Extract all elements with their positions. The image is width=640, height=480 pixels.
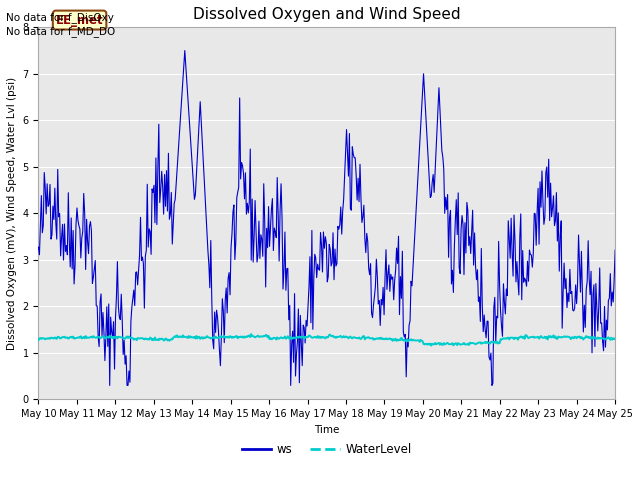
Text: EE_met: EE_met — [56, 13, 104, 26]
Y-axis label: Dissolved Oxygen (mV), Wind Speed, Water Lvl (psi): Dissolved Oxygen (mV), Wind Speed, Water… — [7, 77, 17, 350]
Text: No data for f_MD_DO: No data for f_MD_DO — [6, 26, 116, 37]
X-axis label: Time: Time — [314, 425, 339, 435]
Text: No data for f_DisOxy: No data for f_DisOxy — [6, 12, 115, 23]
Legend: ws, WaterLevel: ws, WaterLevel — [237, 438, 417, 460]
Title: Dissolved Oxygen and Wind Speed: Dissolved Oxygen and Wind Speed — [193, 7, 461, 22]
